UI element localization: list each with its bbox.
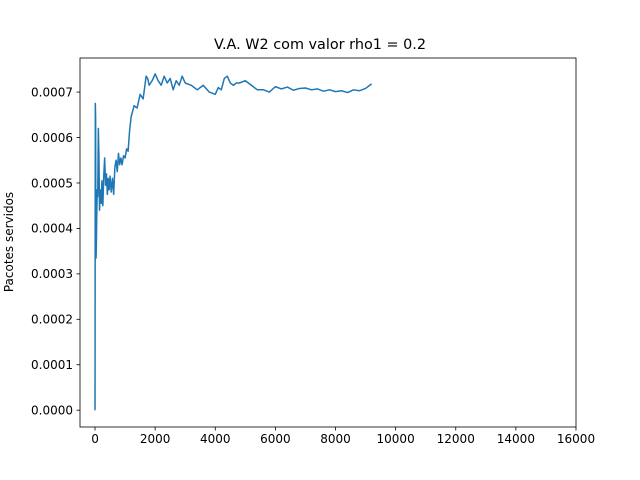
x-tick-label: 14000	[497, 432, 535, 446]
x-tick-label: 16000	[557, 432, 595, 446]
x-tick-label: 4000	[200, 432, 231, 446]
x-tick-label: 6000	[260, 432, 291, 446]
plot-area: 0 2000 4000 6000 8000 10000 12000 14000 16000 0.0…	[31, 57, 595, 446]
y-tick-label: 0.0004	[31, 222, 73, 236]
y-tick-label: 0.0003	[31, 267, 73, 281]
series-line-0	[94, 73, 373, 411]
y-tick-label: 0.0006	[31, 131, 73, 145]
y-tick-label: 0.0007	[31, 85, 73, 99]
x-tick-label: 8000	[320, 432, 351, 446]
y-tick-label: 0.0005	[31, 176, 73, 190]
x-tick-label: 0	[91, 432, 99, 446]
y-axis-label: Pacotes servidos	[2, 192, 16, 292]
axes-frame	[79, 57, 577, 428]
y-tick-label: 0.0000	[31, 403, 73, 417]
chart-title: V.A. W2 com valor rho1 = 0.2	[214, 37, 426, 53]
x-tick-label: 2000	[140, 432, 171, 446]
x-tick-label: 10000	[377, 432, 415, 446]
y-tick-label: 0.0002	[31, 313, 73, 327]
x-tick-label: 12000	[437, 432, 475, 446]
y-tick-label: 0.0001	[31, 358, 73, 372]
